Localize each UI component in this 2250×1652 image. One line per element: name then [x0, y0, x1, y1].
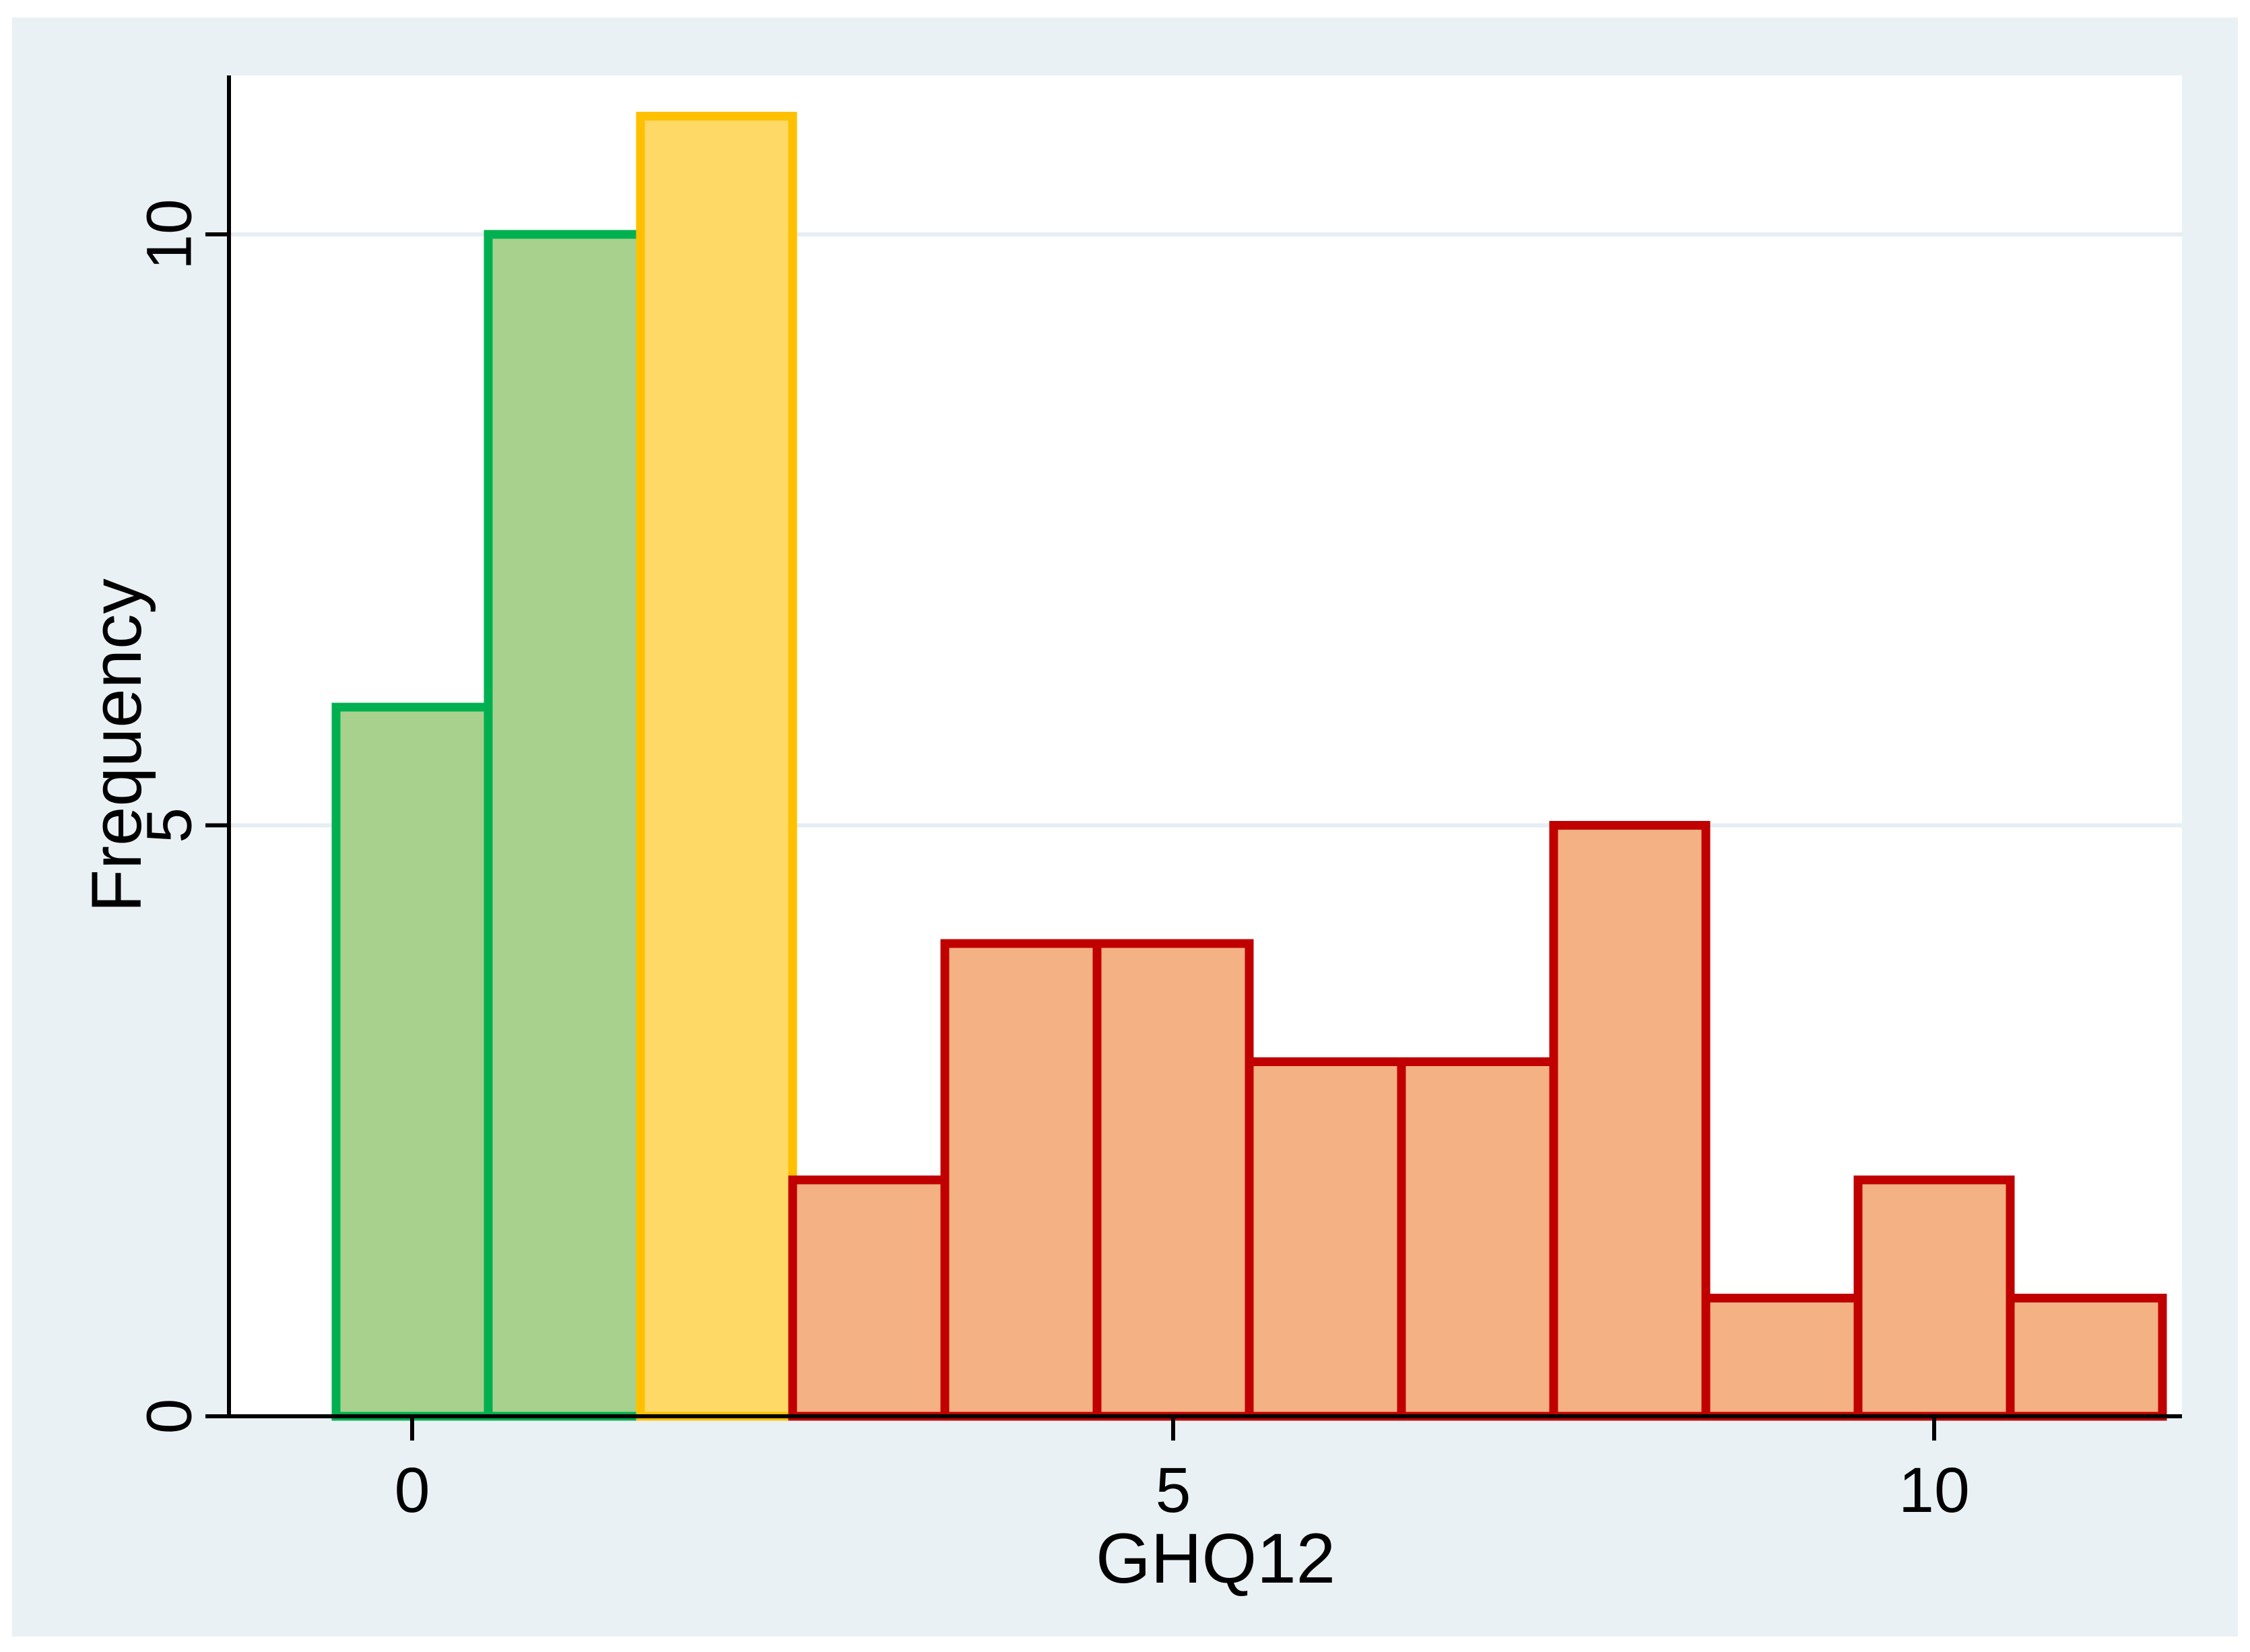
histogram-bar-x2: [636, 112, 797, 1421]
histogram-bar-x5: [1092, 939, 1254, 1421]
histogram-bar-x1: [484, 230, 645, 1421]
x-axis-title: GHQ12: [1096, 1519, 1335, 1598]
bars-group: [331, 112, 2167, 1421]
histogram-bar-x6: [1245, 1057, 1406, 1421]
histogram-bar-x11: [2006, 1294, 2167, 1421]
histogram-bar-x9: [1701, 1294, 1863, 1421]
histogram-bar-x4: [940, 939, 1102, 1421]
histogram-bar-x3: [788, 1175, 950, 1421]
y-tick-label-10: 10: [133, 199, 205, 270]
histogram-bar-x7: [1397, 1057, 1558, 1421]
histogram-bar-x10: [1853, 1175, 2015, 1421]
ticks-group: [205, 232, 1936, 1441]
x-tick-label-5: 5: [1156, 1455, 1191, 1526]
histogram-bar-x0: [331, 702, 493, 1421]
x-tick-label-0: 0: [395, 1455, 430, 1526]
y-axis-title: Frequency: [77, 578, 156, 913]
histogram-bar-x8: [1549, 821, 1711, 1421]
tick-labels-group: 0 5 10 0 5 10: [133, 199, 1970, 1526]
y-tick-label-5: 5: [133, 807, 205, 843]
axes-group: [205, 75, 2182, 1418]
y-tick-label-0: 0: [133, 1399, 205, 1434]
x-tick-label-10: 10: [1898, 1455, 1970, 1526]
